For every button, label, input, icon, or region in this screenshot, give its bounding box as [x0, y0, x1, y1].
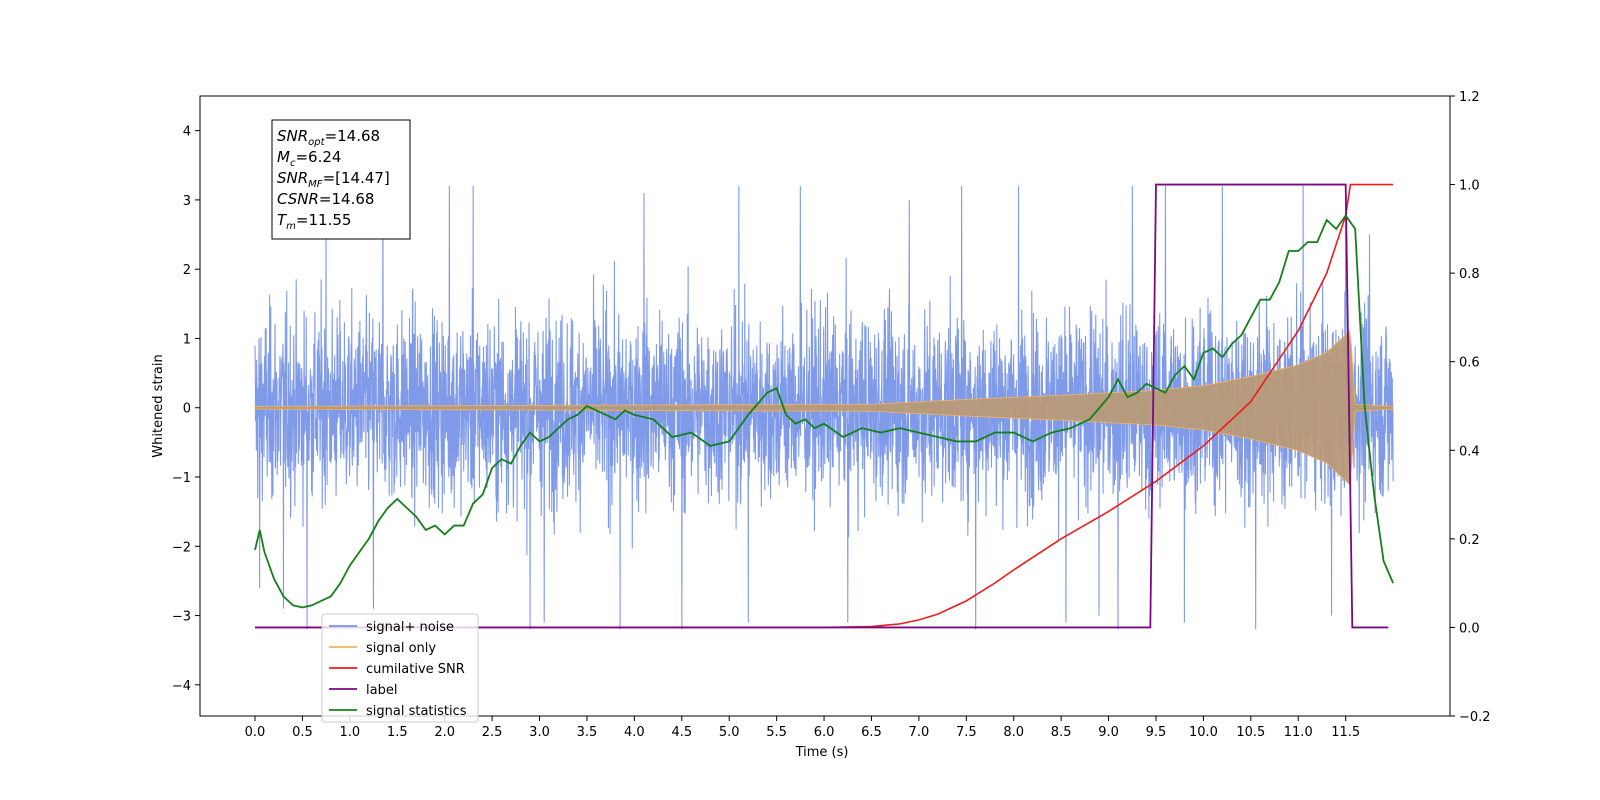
- y-axis-ticks: 4 3 2 1 0 −1 −2 −3 −4: [172, 125, 200, 694]
- y-tick-label: −3: [172, 610, 191, 625]
- x-tick-label: 4.0: [624, 725, 645, 740]
- x-tick-label: 0.5: [292, 725, 313, 740]
- stats-line: SNRMF=[14.47]: [277, 169, 390, 190]
- x-tick-label: 3.5: [577, 725, 598, 740]
- stats-line: Tm=11.55: [277, 211, 351, 232]
- legend-label: signal only: [366, 641, 436, 656]
- x-tick-label: 0.0: [245, 725, 266, 740]
- stats-line: CSNR=14.68: [277, 190, 374, 208]
- y2-tick-label: 0.0: [1459, 621, 1480, 636]
- y-tick-label: 1: [183, 332, 191, 347]
- y-tick-label: −4: [172, 679, 191, 694]
- x-tick-label: 3.0: [529, 725, 550, 740]
- y-tick-label: 3: [183, 194, 191, 209]
- x-axis-label: Time (s): [795, 745, 849, 760]
- y2-tick-label: 0.8: [1459, 267, 1480, 282]
- x-tick-label: 8.0: [1003, 725, 1024, 740]
- cumulative-snr-line: [255, 183, 1394, 629]
- x-tick-label: 7.0: [909, 725, 930, 740]
- legend-label: label: [366, 683, 397, 698]
- x-tick-label: 2.5: [482, 725, 503, 740]
- legend-frame: [321, 613, 479, 723]
- y2-tick-label: 0.4: [1459, 444, 1480, 459]
- x-tick-label: 8.5: [1051, 725, 1072, 740]
- plot-area: [254, 183, 1394, 630]
- x-tick-label: 5.0: [719, 725, 740, 740]
- x-tick-label: 2.0: [434, 725, 455, 740]
- y2-tick-label: 0.2: [1459, 533, 1480, 548]
- label-line: [255, 183, 1389, 629]
- y-tick-label: 0: [183, 402, 191, 417]
- signal-only-chirp: [254, 330, 1394, 486]
- x-tick-label: 6.5: [861, 725, 882, 740]
- stats-line: SNRopt=14.68: [277, 127, 380, 148]
- y-tick-label: −2: [172, 540, 191, 555]
- x-tick-label: 9.5: [1146, 725, 1167, 740]
- stats-line: Mc=6.24: [277, 148, 341, 169]
- x-tick-label: 10.0: [1189, 725, 1218, 740]
- x-tick-label: 9.0: [1098, 725, 1119, 740]
- stats-box-frame: [271, 119, 411, 240]
- y2-tick-label: 1.2: [1459, 90, 1480, 105]
- x-tick-label: 4.5: [671, 725, 692, 740]
- y2-tick-label: −0.2: [1459, 710, 1491, 725]
- x-tick-label: 6.0: [814, 725, 835, 740]
- x-axis-ticks: 0.0 0.5 1.0 1.5 2.0 2.5 3.0 3.5 4.0 4.5 5.0 5.5 6.0 6…: [245, 716, 1360, 740]
- y-tick-label: 4: [183, 125, 191, 140]
- y-tick-label: −1: [172, 471, 191, 486]
- x-tick-label: 5.5: [766, 725, 787, 740]
- y2-tick-label: 1.0: [1459, 179, 1480, 194]
- legend-label: signal statistics: [366, 704, 467, 719]
- stats-box: SNRopt=14.68Mc=6.24SNRMF=[14.47]CSNR=14.…: [271, 119, 411, 240]
- y2-axis-ticks: 1.2 1.0 0.8 0.6 0.4 0.2 0.0 −0.2: [1450, 90, 1491, 725]
- x-tick-label: 1.0: [340, 725, 361, 740]
- y2-tick-label: 0.6: [1459, 356, 1480, 371]
- legend-label: cumilative SNR: [366, 662, 465, 677]
- axes-frame: [199, 95, 1451, 717]
- legend-label: signal+ noise: [366, 620, 454, 635]
- legend: signal+ noise signal only cumilative SNR la…: [321, 613, 479, 723]
- y-tick-label: 2: [183, 263, 191, 278]
- x-tick-label: 11.0: [1284, 725, 1313, 740]
- noise-trace: [254, 186, 1394, 630]
- y-axis-label: Whitened strain: [151, 354, 166, 457]
- x-tick-label: 7.5: [956, 725, 977, 740]
- x-tick-label: 1.5: [387, 725, 408, 740]
- signal-statistics-line: [254, 214, 1394, 609]
- x-tick-label: 10.5: [1236, 725, 1265, 740]
- x-tick-label: 11.5: [1331, 725, 1360, 740]
